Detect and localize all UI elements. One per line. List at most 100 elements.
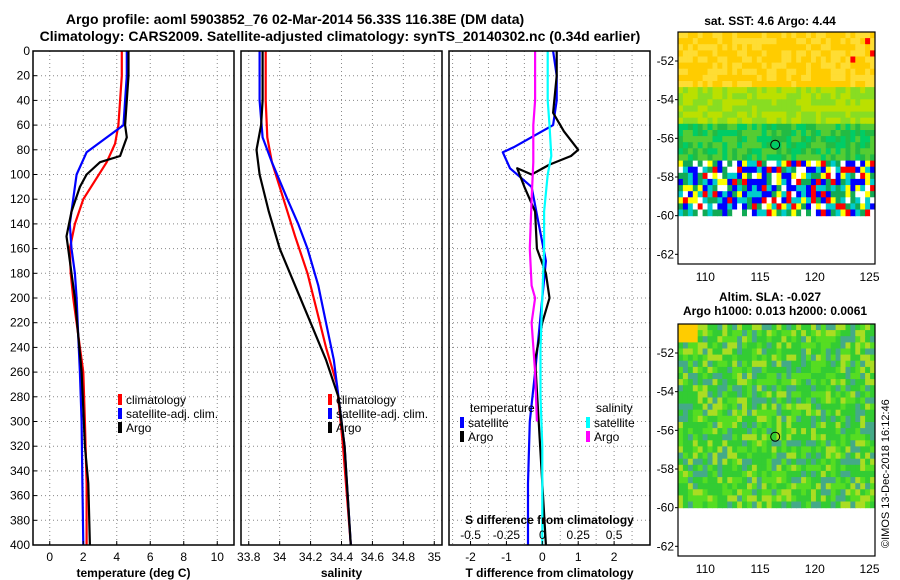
map-sla-cell [712,373,718,380]
map-sst-cell [806,160,812,168]
map-sst-cell [776,136,782,143]
map-sst-cell [727,142,733,149]
map-sla-cell [781,501,787,509]
map-sla-cell [820,385,827,392]
map-sla-cell [732,379,738,386]
map-sst-cell [811,160,817,168]
map-sst-cell [791,160,797,168]
map-sla-cell [756,409,763,417]
map-sla-cell [776,409,782,417]
map-sla-cell [712,403,718,411]
map-sla-cell [781,397,787,405]
map-sla-cell [682,373,689,380]
map-sla-cell [756,446,763,454]
map-sst-cell [756,191,763,198]
map-sla-cell [825,360,832,368]
map-sla-cell [687,360,694,368]
map-sst-cell [791,154,797,162]
map-sst-cell [781,203,787,211]
map-sla-cell [811,324,817,331]
map-sla-cell [717,452,723,460]
difference-xtick-label: 0 [539,550,546,564]
map-sla-cell [845,330,851,337]
map-sst-cell [682,56,689,64]
map-sst-cell [702,50,709,58]
map-sla-cell [771,489,778,496]
map-sst-cell [840,38,846,45]
map-sst-cell [692,99,699,106]
map-sla-cell [751,477,758,484]
map-sst-cell [811,203,817,211]
map-sla-cell [850,324,856,331]
map-sst-cell [815,105,822,113]
map-sla-cell [712,501,718,509]
map-sla-cell [801,360,807,368]
map-sst-cell [722,130,728,137]
map-sst-cell [791,74,797,82]
map-sla-cell [845,379,851,386]
map-sst-cell [751,123,758,131]
map-sst-cell [687,62,694,70]
map-sla-cell [737,489,743,496]
map-sla-cell [697,348,704,356]
map-sla-cell [692,428,699,435]
map-sla-cell [727,379,733,386]
map-sst-cell [751,87,758,94]
map-sst-cell [806,136,812,143]
map-sla-cell [820,477,827,484]
map-sst-cell [712,123,718,131]
map-sst-cell [761,117,768,125]
map-sst-cell [737,166,743,174]
map-sla-cell [692,379,699,386]
map-sst-cell [742,185,748,192]
map-sla-cell [737,428,743,435]
map-sst-cell [870,142,875,149]
map-sst-cell [791,32,797,39]
map-sla-cell [870,489,875,496]
map-sla-cell [801,336,807,343]
map-sst-cell [796,166,802,174]
map-sla-cell [791,348,797,356]
map-sst-cell [796,56,802,64]
map-sla-xtick-label: 115 [751,562,770,576]
map-sla-cell [796,342,802,350]
map-sla-cell [855,477,861,484]
map-sst-cell [732,123,738,131]
map-sst-cell [722,197,728,204]
map-sst-cell [751,191,758,198]
map-sst-cell [682,166,689,174]
map-sla-cell [791,464,797,472]
map-sst-cell [727,117,733,125]
map-sst-cell [860,136,866,143]
map-sst-cell [717,38,723,45]
map-sla-cell [732,385,738,392]
map-sst-cell [830,111,837,119]
map-sst-cell [712,136,718,143]
map-sst-cell [761,87,768,94]
map-sla-cell [786,489,792,496]
map-sla-cell [702,360,709,368]
map-sst-cell [697,136,704,143]
map-sla-cell [835,360,842,368]
map-sst-cell [702,74,709,82]
map-sla-cell [840,477,846,484]
map-sla-cell [771,464,778,472]
temperature-ytick-label: 360 [10,489,30,503]
map-sla-cell [840,385,846,392]
map-sst-cell [747,191,753,198]
map-sla-cell [692,477,699,484]
map-sst-cell [702,142,709,149]
map-sla-cell [707,324,713,331]
map-sst-cell [811,99,817,106]
map-sla-cell [850,495,856,503]
map-sla-cell [732,360,738,368]
map-sst-cell [786,185,792,192]
map-sst-cell [820,68,827,76]
map-sla-cell [712,324,718,331]
map-sla-cell [806,501,812,509]
map-sst-cell [682,172,689,180]
map-sst-cell [712,32,718,39]
map-sla-cell [781,446,787,454]
map-sst-cell [771,209,778,217]
map-sst-cell [742,178,748,186]
